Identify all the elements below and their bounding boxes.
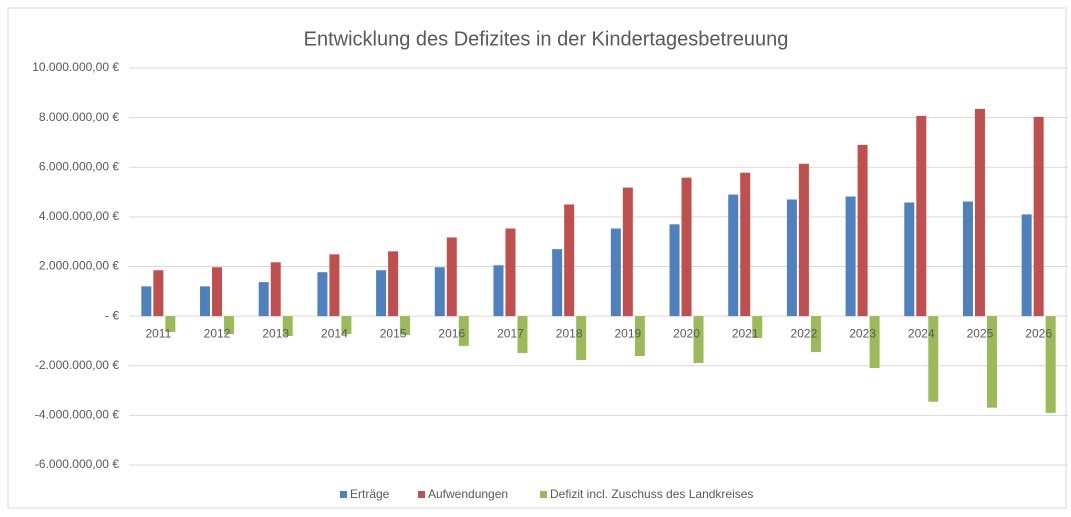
bar bbox=[258, 282, 269, 317]
bar bbox=[329, 254, 340, 317]
x-tick-label: 2011 bbox=[145, 326, 171, 340]
bar bbox=[869, 316, 880, 368]
bar bbox=[576, 316, 587, 361]
x-tick-label: 2013 bbox=[262, 326, 289, 340]
bar bbox=[1045, 316, 1056, 413]
bar bbox=[493, 265, 504, 317]
y-tick-label: 6.000.000,00 € bbox=[39, 159, 119, 173]
bar bbox=[740, 172, 751, 317]
bar bbox=[786, 199, 797, 317]
bar bbox=[552, 249, 563, 317]
bar bbox=[270, 262, 281, 317]
bar bbox=[224, 316, 235, 334]
bar bbox=[634, 316, 645, 357]
x-tick-label: 2017 bbox=[497, 326, 524, 340]
legend-swatch bbox=[540, 491, 547, 498]
x-tick-label: 2026 bbox=[1025, 326, 1052, 340]
bar bbox=[341, 316, 352, 334]
bar bbox=[212, 267, 223, 317]
legend-swatch bbox=[340, 491, 347, 498]
bar bbox=[681, 177, 692, 317]
bar bbox=[434, 267, 445, 317]
bar bbox=[610, 228, 621, 317]
bar bbox=[282, 316, 293, 336]
bar bbox=[165, 316, 176, 333]
bar bbox=[517, 316, 528, 354]
y-tick-label: 10.000.000,00 € bbox=[32, 60, 119, 74]
bar bbox=[1021, 214, 1032, 317]
x-tick-label: 2018 bbox=[556, 326, 583, 340]
bar bbox=[798, 163, 809, 317]
x-tick-label: 2021 bbox=[732, 326, 759, 340]
y-tick-label: 4.000.000,00 € bbox=[39, 209, 119, 223]
bar bbox=[153, 270, 164, 317]
bar bbox=[1033, 116, 1044, 317]
bar bbox=[962, 201, 973, 317]
bar bbox=[141, 286, 152, 317]
x-tick-label: 2015 bbox=[380, 326, 407, 340]
bar bbox=[200, 286, 211, 317]
bar bbox=[505, 228, 516, 317]
bar bbox=[376, 270, 387, 317]
legend-swatch bbox=[418, 491, 425, 498]
bar bbox=[388, 251, 399, 317]
bar bbox=[458, 316, 469, 346]
bar bbox=[752, 316, 763, 338]
bar bbox=[564, 204, 575, 317]
bar bbox=[728, 194, 739, 317]
bar bbox=[974, 108, 985, 317]
bar bbox=[845, 196, 856, 317]
bar bbox=[916, 115, 927, 317]
bar bbox=[400, 316, 411, 335]
bar bbox=[446, 237, 457, 317]
legend-label: Erträge bbox=[350, 487, 390, 501]
bar bbox=[857, 144, 868, 317]
y-tick-label: -2.000.000,00 € bbox=[35, 358, 119, 372]
bar bbox=[928, 316, 939, 402]
chart-title: Entwicklung des Defizites in der Kindert… bbox=[304, 28, 789, 50]
chart-border bbox=[7, 7, 1067, 509]
x-tick-label: 2020 bbox=[673, 326, 700, 340]
y-tick-label: - € bbox=[105, 308, 119, 322]
x-tick-label: 2023 bbox=[849, 326, 876, 340]
x-tick-label: 2025 bbox=[967, 326, 994, 340]
x-tick-label: 2014 bbox=[321, 326, 348, 340]
bar bbox=[693, 316, 704, 364]
x-tick-label: 2012 bbox=[204, 326, 231, 340]
x-tick-label: 2016 bbox=[438, 326, 465, 340]
y-tick-label: 8.000.000,00 € bbox=[39, 110, 119, 124]
bar bbox=[317, 272, 328, 317]
bar bbox=[622, 187, 633, 317]
legend-label: Defizit incl. Zuschuss des Landkreises bbox=[550, 487, 753, 501]
y-tick-label: -4.000.000,00 € bbox=[35, 408, 119, 422]
legend-label: Aufwendungen bbox=[428, 487, 508, 501]
bar bbox=[904, 202, 915, 317]
bar bbox=[986, 316, 997, 408]
y-tick-label: 2.000.000,00 € bbox=[39, 259, 119, 273]
y-tick-label: -6.000.000,00 € bbox=[35, 457, 119, 471]
bar bbox=[669, 224, 680, 317]
x-tick-label: 2019 bbox=[614, 326, 641, 340]
x-tick-label: 2022 bbox=[791, 326, 818, 340]
bar bbox=[810, 316, 821, 353]
x-tick-label: 2024 bbox=[908, 326, 935, 340]
